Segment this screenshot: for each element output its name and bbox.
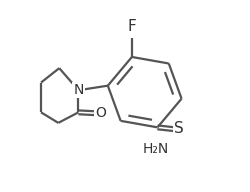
Text: H₂N: H₂N	[142, 142, 168, 156]
Text: N: N	[73, 83, 83, 97]
Text: O: O	[95, 106, 106, 120]
Text: F: F	[127, 19, 136, 34]
Text: S: S	[174, 121, 183, 136]
